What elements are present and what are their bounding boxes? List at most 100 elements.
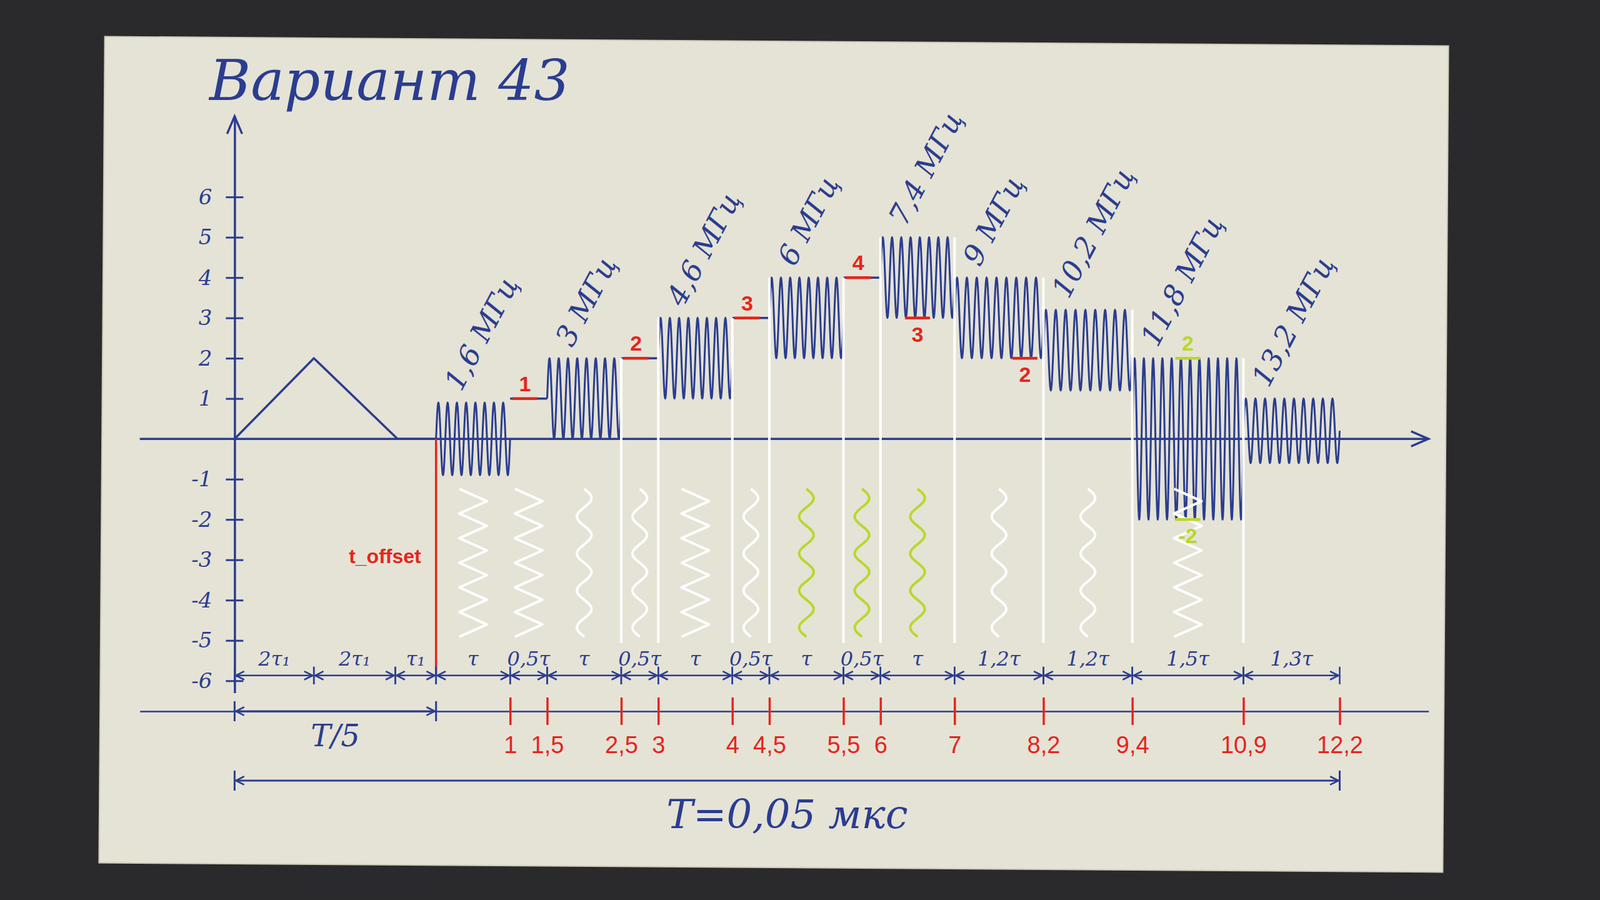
duration-label: 0,5τ <box>507 646 552 671</box>
duration-label: 0,5τ <box>729 646 774 671</box>
duration-tick <box>1242 666 1245 685</box>
duration-label: 0,5τ <box>618 646 662 671</box>
y-tick-label: -3 <box>191 546 212 572</box>
span-tick <box>233 770 236 791</box>
x-tick-mark <box>842 697 845 725</box>
duration: 0,5τ <box>840 646 885 685</box>
x-tick-mark <box>509 697 512 725</box>
burst <box>658 318 733 399</box>
level-line <box>732 316 770 320</box>
overlay-line <box>953 237 956 644</box>
overlay-line <box>1041 277 1045 644</box>
duration: 1,5τ <box>1132 646 1244 685</box>
y-tick: -6 <box>191 668 244 694</box>
x-tick: 10,9 <box>1220 697 1267 759</box>
overlay-squiggle <box>459 488 487 637</box>
x-tick-mark <box>880 697 883 725</box>
chart-svg: Вариант 43-6-5-4-3-2-11234561,6 МГц3 МГц… <box>0 0 1600 900</box>
span-arrow <box>235 710 435 712</box>
duration-tick <box>953 666 956 685</box>
y-tick-label: -5 <box>191 627 212 653</box>
overlay-line <box>1241 358 1245 644</box>
x-axis-arrow <box>1411 431 1429 447</box>
duration: τ <box>769 646 844 685</box>
duration-tick <box>657 666 660 685</box>
y-tick-label: 3 <box>198 305 213 330</box>
burst-label: 1,6 МГц <box>437 271 525 397</box>
y-tick: -3 <box>191 546 244 572</box>
annotation-marker <box>1175 518 1201 522</box>
x-tick-label: 2,5 <box>605 731 639 759</box>
annotation-label: 3 <box>911 322 924 347</box>
duration-label: τ <box>467 646 480 671</box>
span: T/5 <box>234 701 436 754</box>
annotation-label: 2 <box>1018 362 1031 387</box>
duration-arrow <box>235 675 313 677</box>
level-line <box>843 276 881 279</box>
duration-tick <box>1131 666 1134 685</box>
overlay-line <box>879 237 882 644</box>
duration-label: τ <box>690 646 702 671</box>
burst-label: 7,4 МГц <box>881 105 970 231</box>
annotation-marker <box>845 276 871 280</box>
overlay-squiggle <box>515 488 543 637</box>
annotation-label: 2 <box>1181 331 1194 355</box>
duration-arrow <box>396 675 435 677</box>
duration-label: 2τ₁ <box>338 646 371 671</box>
x-tick: 6 <box>874 697 888 759</box>
duration-label: τ <box>578 646 591 671</box>
duration-arrow <box>1133 675 1243 677</box>
y-tick-label: -4 <box>191 587 212 613</box>
duration-label: 1,5τ <box>1166 646 1210 671</box>
duration-arrow <box>1044 675 1131 677</box>
x-tick-label: 4 <box>726 731 740 759</box>
x-tick: 1 <box>503 697 517 759</box>
duration: τ <box>880 646 955 685</box>
y-tick-mark <box>225 236 244 239</box>
duration-label: 2τ₁ <box>257 646 290 671</box>
duration-arrow <box>845 675 880 677</box>
duration-tick <box>880 666 882 685</box>
y-tick-label: 2 <box>198 345 213 371</box>
overlay-squiggle <box>1174 488 1202 637</box>
x-tick-label: 4,5 <box>753 731 787 759</box>
duration-arrow <box>548 675 620 677</box>
x-tick: 4 <box>726 697 740 759</box>
duration: 1,3τ <box>1243 646 1340 685</box>
burst-label: 11,8 МГц <box>1133 210 1230 352</box>
x-axis-line <box>140 437 1429 440</box>
x-tick-mark <box>620 697 624 725</box>
overlay <box>459 237 1244 644</box>
overlay-line <box>731 318 734 644</box>
duration-label: 1,3τ <box>1270 646 1314 671</box>
overlay-line <box>1131 310 1134 644</box>
y-tick-mark <box>225 478 244 481</box>
duration: 1,2τ <box>954 646 1044 685</box>
duration: 2τ₁ <box>234 646 314 685</box>
x-tick: 2,5 <box>605 697 639 759</box>
overlay-squiggle <box>1080 488 1095 637</box>
overlay-squiggle <box>854 488 869 637</box>
duration: 0,5τ <box>729 646 774 685</box>
duration-tick <box>394 666 397 685</box>
y-tick: -5 <box>191 627 244 653</box>
y-axis-line <box>233 116 237 694</box>
y-tick-label: -2 <box>191 506 212 532</box>
duration-tick <box>233 666 236 685</box>
x-tick-mark <box>1338 697 1342 725</box>
duration-arrow <box>622 675 657 677</box>
x-tick-mark <box>546 697 549 725</box>
duration-tick <box>313 666 315 685</box>
duration-tick <box>880 666 882 685</box>
duration-tick <box>435 666 437 685</box>
duration-tick <box>1042 666 1045 685</box>
duration: 1,2τ <box>1043 646 1132 685</box>
x-tick-mark <box>768 697 772 725</box>
span-tick <box>1338 770 1341 791</box>
annotation-marker <box>1175 356 1201 360</box>
x-tick-label: 8,2 <box>1027 731 1061 759</box>
level-line <box>510 397 547 400</box>
span-arrow <box>235 779 1339 782</box>
span: T=0,05 мкс <box>234 770 1340 838</box>
burst-label: 13,2 МГц <box>1244 250 1341 392</box>
